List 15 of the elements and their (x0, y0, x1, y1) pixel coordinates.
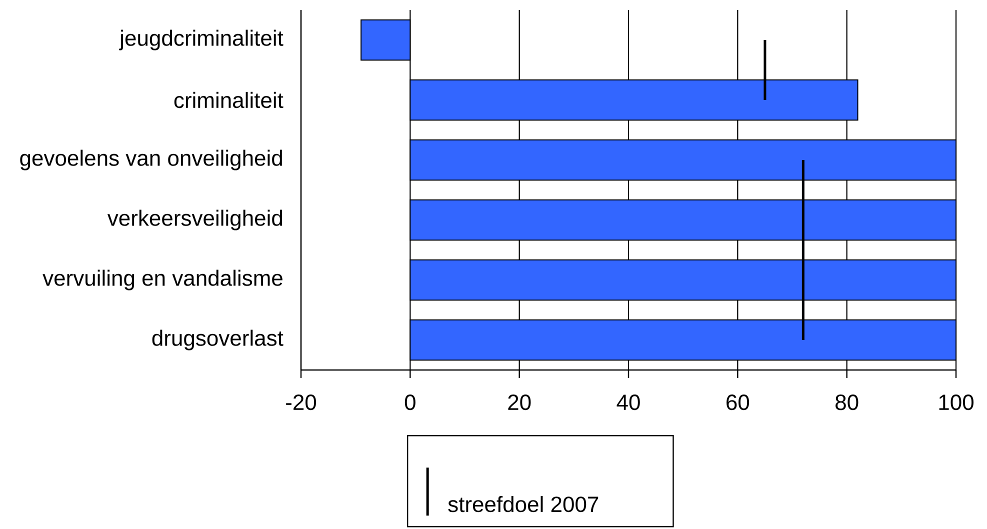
x-tick-label: -20 (286, 394, 316, 410)
y-tick-label: criminaliteit (174, 92, 284, 108)
x-tick-label: 40 (616, 394, 640, 410)
x-tick-label: 0 (404, 394, 416, 410)
y-tick-label: verkeersveiligheid (107, 210, 282, 230)
y-tick-label: drugsoverlast (152, 330, 284, 350)
y-tick-label: vervuiling en vandalisme (42, 270, 282, 290)
x-tick-label: 20 (508, 394, 531, 410)
y-tick-label: gevoelens van onveiligheid (20, 150, 282, 170)
x-tick-label: 60 (726, 394, 750, 410)
y-tick-label: jeugdcriminaliteit (119, 30, 284, 50)
x-tick-label: 80 (836, 394, 858, 410)
x-tick-label: 100 (939, 394, 974, 410)
bar (360, 19, 411, 61)
legend-label: streefdoel 2007 (448, 496, 598, 512)
